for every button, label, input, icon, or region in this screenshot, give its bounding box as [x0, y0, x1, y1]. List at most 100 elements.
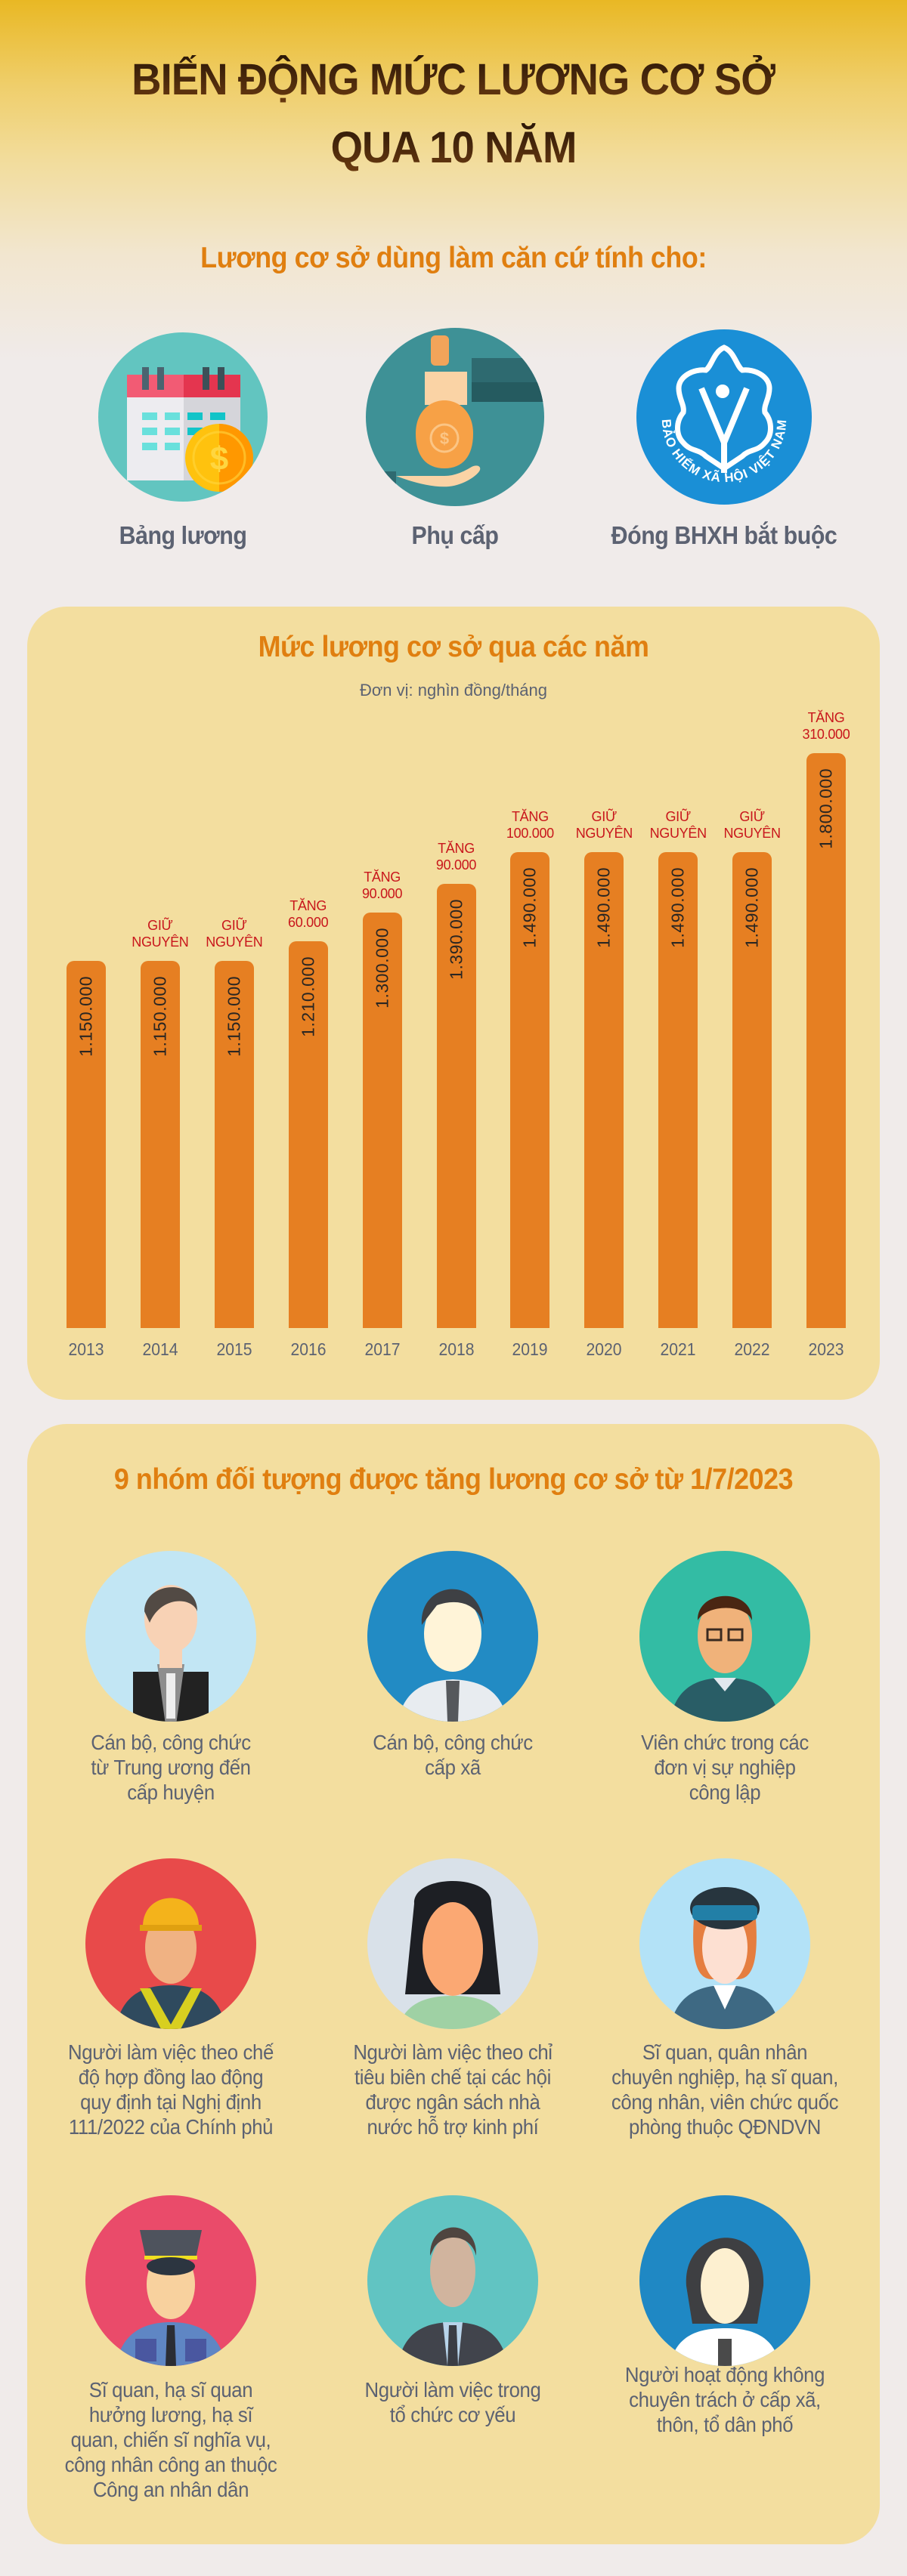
note-line1: GIỮ [665, 809, 691, 824]
note-line2: 310.000 [802, 727, 850, 742]
woman-short-hair-avatar [639, 2195, 810, 2366]
bar-rect: 1.150.000 [67, 961, 106, 1328]
bar-value-label: 1.490.000 [667, 867, 688, 948]
bar-rect: 1.300.000 [362, 913, 402, 1328]
bar-change-note: GIỮ NGUYÊN [119, 917, 202, 950]
vietnam-social-insurance-logo: BẢO HIỂM XÃ HỘI VIỆT NAM [636, 329, 812, 505]
group-label-line: Người làm việc trong [364, 2378, 541, 2401]
group-label-line: cấp huyện [127, 1781, 215, 1804]
group-label-line: cấp xã [425, 1756, 481, 1779]
bar-2020: 1.490.000 GIỮ NGUYÊN [576, 809, 633, 1328]
bar-value-label: 1.150.000 [150, 976, 170, 1057]
chart-title: Mức lương cơ sở qua các năm [258, 631, 649, 663]
use-label-salary-table: Bảng lương [119, 521, 247, 549]
x-axis-label: 2016 [290, 1339, 327, 1359]
x-axis-label: 2013 [68, 1339, 104, 1359]
bar-2013: 1.150.000 [67, 961, 106, 1328]
use-item-social-insurance: BẢO HIỂM XÃ HỘI VIỆT NAM Đóng BHXH bắt b… [611, 329, 837, 549]
bar-change-note: GIỮ NGUYÊN [636, 808, 720, 842]
group-label-line: Công an nhân dân [92, 2478, 249, 2501]
group-label-line: Cán bộ, công chức [91, 1731, 251, 1754]
group-label-line: độ hợp đồng lao động [78, 2065, 264, 2089]
man-tie-avatar [367, 1551, 538, 1722]
bar-value-label: 1.490.000 [519, 867, 540, 948]
bar-rect: 1.800.000 [806, 753, 846, 1328]
bar-change-note: GIỮ NGUYÊN [193, 917, 276, 950]
group-label-line: chuyên trách ở cấp xã, [629, 2388, 821, 2411]
x-axis-label: 2022 [734, 1339, 770, 1359]
page-title-line2: QUA 10 NĂM [330, 123, 577, 172]
group-label: Người hoạt động không chuyên trách ở cấp … [610, 2362, 840, 2437]
group-label-line: quan, chiến sĩ nghĩa vụ, [70, 2428, 271, 2451]
group-label: Sĩ quan, hạ sĩ quan hưởng lương, hạ sĩ qua… [56, 2377, 286, 2502]
x-axis-label: 2021 [660, 1339, 696, 1359]
group-label-line: đơn vị sự nghiệp [654, 1756, 796, 1779]
bar-change-note: TĂNG 310.000 [785, 709, 868, 743]
bar-value-label: 1.390.000 [446, 899, 466, 980]
group-label-line: thôn, tổ dân phố [656, 2413, 794, 2436]
bar-2022: 1.490.000 GIỮ NGUYÊN [723, 809, 781, 1328]
note-line1: TĂNG [289, 898, 327, 913]
group-label-line: Người làm việc theo chỉ [353, 2040, 553, 2064]
bar-change-note: GIỮ NGUYÊN [562, 808, 645, 842]
note-line2: 90.000 [361, 886, 403, 901]
x-axis-label: 2019 [512, 1339, 548, 1359]
note-line1: TĂNG [438, 841, 475, 856]
note-line1: TĂNG [807, 710, 845, 725]
group-label-line: được ngân sách nhà [365, 2090, 540, 2114]
group-label: Cán bộ, công chức cấp xã [338, 1730, 568, 1780]
bar-rect: 1.490.000 [584, 852, 624, 1328]
bar-change-note: TĂNG 60.000 [267, 897, 350, 931]
note-line1: GIỮ [739, 809, 765, 824]
bar-2014: 1.150.000 GIỮ NGUYÊN [132, 918, 189, 1328]
svg-text:$: $ [210, 440, 228, 477]
note-line2: NGUYÊN [206, 934, 263, 950]
man-suit-avatar [367, 2195, 538, 2366]
group-label: Viên chức trong các đơn vị sự nghiệp công … [610, 1730, 840, 1805]
calendar-coin-icon: $ [98, 332, 268, 502]
bar-2023: 1.800.000 TĂNG 310.000 [803, 710, 850, 1328]
bar-rect: 1.490.000 [510, 852, 550, 1328]
svg-text:$: $ [440, 429, 449, 448]
bar-change-note: TĂNG 100.000 [488, 808, 571, 842]
bar-value-label: 1.210.000 [298, 956, 318, 1037]
bar-change-note: TĂNG 90.000 [415, 840, 498, 873]
group-label: Người làm việc trong tổ chức cơ yếu [338, 2377, 568, 2427]
group-label-line: Viên chức trong các [641, 1731, 809, 1754]
bar-rect: 1.390.000 [436, 884, 476, 1328]
group-label-line: quy định tại Nghị định [80, 2090, 262, 2114]
bar-2019: 1.490.000 TĂNG 100.000 [506, 809, 554, 1328]
group-label-line: Cán bộ, công chức [373, 1731, 533, 1754]
group-label-line: từ Trung ương đến [91, 1756, 251, 1779]
group-label: Cán bộ, công chức từ Trung ương đến cấp hu… [56, 1730, 286, 1805]
group-label: Sĩ quan, quân nhân chuyên nghiệp, hạ sĩ q… [610, 2040, 840, 2139]
uses-heading: Lương cơ sở dùng làm căn cứ tính cho: [200, 242, 707, 274]
use-label-social-insurance: Đóng BHXH bắt buộc [611, 521, 837, 549]
group-label-line: chuyên nghiệp, hạ sĩ quan, [611, 2065, 838, 2089]
construction-worker-avatar [85, 1858, 256, 2029]
bar-value-label: 1.800.000 [816, 768, 836, 849]
money-bag-handover-icon: $ [366, 328, 544, 506]
bar-value-label: 1.490.000 [593, 867, 614, 948]
bar-2015: 1.150.000 GIỮ NGUYÊN [206, 918, 263, 1328]
note-line1: GIỮ [147, 918, 173, 933]
note-line2: NGUYÊN [723, 826, 781, 841]
bar-value-label: 1.150.000 [224, 976, 244, 1057]
x-axis-label: 2023 [808, 1339, 844, 1359]
woman-long-hair-avatar [367, 1858, 538, 2029]
group-label-line: 111/2022 của Chính phủ [68, 2115, 274, 2139]
use-item-salary-table: $ Bảng lương [77, 332, 289, 549]
bar-value-label: 1.300.000 [372, 928, 392, 1008]
bar-rect: 1.210.000 [288, 941, 328, 1328]
group-label-line: công nhân công an thuộc [64, 2453, 277, 2476]
x-axis-label: 2018 [438, 1339, 475, 1359]
police-officer-avatar [85, 2195, 256, 2366]
group-label-line: Người hoạt động không [624, 2363, 825, 2386]
chart-unit: Đơn vị: nghìn đồng/tháng [359, 681, 548, 700]
group-label-line: Sĩ quan, quân nhân [642, 2040, 808, 2064]
x-axis-label: 2020 [586, 1339, 622, 1359]
x-axis-label: 2014 [142, 1339, 178, 1359]
bar-change-note: GIỮ NGUYÊN [710, 808, 794, 842]
note-line2: 60.000 [288, 915, 329, 930]
female-officer-avatar [639, 1858, 810, 2029]
